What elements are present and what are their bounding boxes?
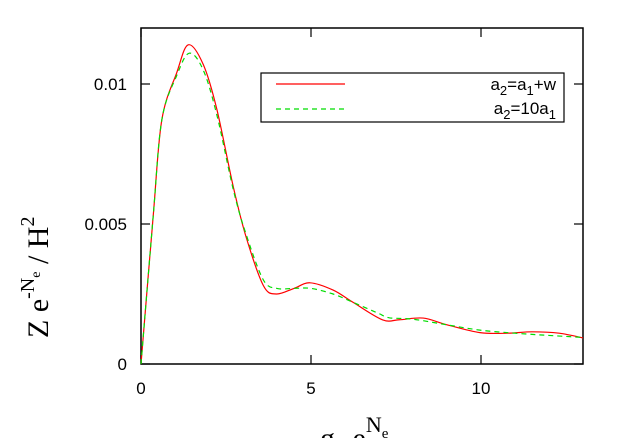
legend-box: [260, 72, 565, 123]
legend-label-series-2: a2=10a1: [494, 99, 556, 122]
y-tick-label: 0.005: [84, 215, 127, 234]
x-axis-label: g2 eNe: [320, 412, 389, 438]
x-tick-label: 10: [472, 379, 491, 398]
x-tick-label: 5: [306, 379, 315, 398]
series-line-1: [140, 44, 584, 365]
legend-label-series-1: a2=a1+w: [490, 75, 556, 98]
series-line-2: [140, 52, 584, 365]
y-axis-label: Z e-Ne / H2: [17, 217, 55, 338]
plot-frame: [140, 27, 584, 365]
x-tick-label: 0: [136, 379, 145, 398]
y-tick-label: 0.01: [94, 75, 127, 94]
y-tick-label: 0: [118, 355, 127, 374]
